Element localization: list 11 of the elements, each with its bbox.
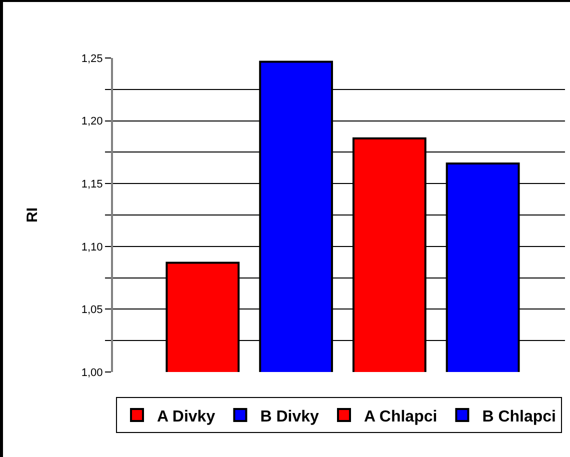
y-tick-label: 1,15 xyxy=(81,178,103,190)
legend-label: B Chlapci xyxy=(482,408,556,426)
y-tick-label: 1,05 xyxy=(81,304,103,316)
legend-label: A Divky xyxy=(157,408,216,426)
y-tick-label: 1,20 xyxy=(81,116,103,128)
y-axis-title: RI xyxy=(24,208,42,222)
y-tick-label: 1,10 xyxy=(81,241,103,254)
legend-label: A Chlapci xyxy=(364,408,438,426)
y-tick-label: 1,25 xyxy=(81,52,103,65)
legend-label: B Divky xyxy=(260,408,319,426)
y-tick-label: 1,00 xyxy=(81,366,103,379)
